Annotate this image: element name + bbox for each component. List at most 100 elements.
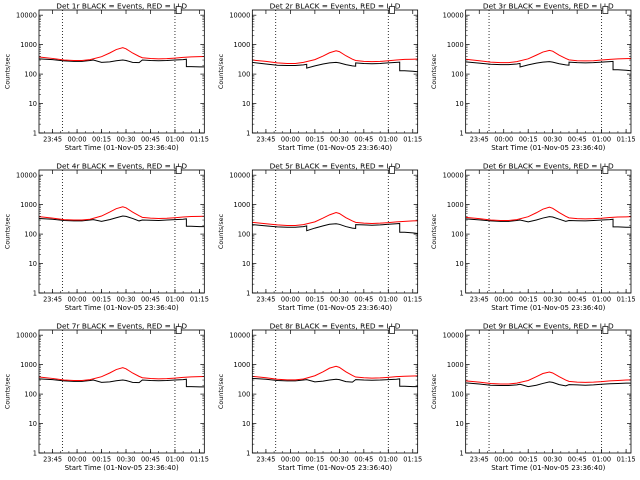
x-tick-label: 01:00: [165, 456, 184, 464]
series-events-line: [465, 216, 631, 228]
y-tick-label: 1: [246, 289, 250, 297]
x-tick-label: 23:45: [43, 456, 62, 464]
x-tick-label: 00:45: [354, 456, 373, 464]
x-tick-label: 23:45: [470, 456, 489, 464]
y-axis-label: Counts/sec: [4, 53, 12, 89]
chart-panel-8: Det 8r BLACK = Events, RED = LLD 1 10 100 10…: [217, 322, 422, 473]
series-lld-line: [38, 206, 205, 221]
x-tick-label: 01:00: [592, 456, 611, 464]
y-tick-label: 100: [24, 390, 37, 398]
chart-panel-1: Det 1r BLACK = Events, RED = LLD 1 10 100 10…: [4, 2, 209, 153]
frame-marker: [389, 6, 395, 14]
x-tick-label: 00:30: [117, 456, 136, 464]
y-tick-label: 1000: [447, 361, 464, 369]
y-axis-label: Counts/sec: [217, 53, 225, 89]
y-tick-label: 10000: [229, 12, 250, 20]
x-tick-label: 01:00: [592, 136, 611, 144]
y-tick-label: 100: [238, 230, 251, 238]
x-tick-label: 00:00: [494, 296, 513, 304]
x-tick-label: 00:45: [354, 296, 373, 304]
x-axis-label: Start Time (01-Nov-05 23:36:40): [278, 464, 392, 472]
x-tick-label: 00:45: [141, 456, 160, 464]
series-lld-line: [465, 371, 632, 385]
chart-title: Det 7r BLACK = Events, RED = LLD: [56, 322, 187, 331]
frame-marker: [602, 326, 609, 334]
frame-marker: [602, 166, 609, 174]
plot-frame: [465, 329, 632, 454]
x-tick-label: 01:15: [403, 456, 422, 464]
x-tick-label: 01:15: [617, 456, 636, 464]
y-tick-label: 1: [33, 449, 37, 457]
y-tick-label: 10: [242, 420, 250, 428]
series-events-line: [252, 222, 418, 234]
y-tick-label: 10: [455, 420, 463, 428]
y-tick-label: 1000: [20, 361, 37, 369]
x-tick-label: 00:00: [68, 456, 87, 464]
y-tick-label: 1000: [234, 361, 251, 369]
x-axis-label: Start Time (01-Nov-05 23:36:40): [65, 464, 179, 472]
x-tick-label: 00:15: [92, 456, 111, 464]
x-tick-label: 00:15: [92, 296, 111, 304]
x-tick-label: 01:15: [617, 136, 636, 144]
y-tick-label: 10000: [16, 12, 37, 20]
y-tick-label: 10000: [16, 172, 37, 180]
series-events-line: [252, 377, 418, 388]
y-axis-label: Counts/sec: [4, 373, 12, 409]
x-tick-label: 00:15: [305, 296, 324, 304]
chart-panel-7: Det 7r BLACK = Events, RED = LLD 1 10 100 10…: [4, 322, 209, 473]
x-tick-label: 00:30: [330, 456, 349, 464]
series-events-line: [465, 60, 632, 72]
y-tick-label: 10000: [229, 332, 250, 340]
series-events-line: [465, 381, 631, 388]
chart-title: Det 9r BLACK = Events, RED = LLD: [483, 322, 614, 331]
chart-title: Det 8r BLACK = Events, RED = LLD: [270, 322, 401, 331]
x-tick-label: 01:00: [165, 136, 184, 144]
x-tick-label: 01:15: [403, 136, 422, 144]
y-tick-label: 100: [451, 230, 464, 238]
x-tick-label: 00:15: [92, 136, 111, 144]
y-tick-label: 1000: [234, 201, 251, 209]
y-tick-label: 10000: [16, 332, 37, 340]
x-tick-label: 01:15: [190, 456, 209, 464]
x-tick-label: 01:00: [379, 456, 398, 464]
x-tick-label: 00:00: [281, 136, 300, 144]
x-tick-label: 00:45: [568, 456, 587, 464]
x-tick-label: 23:45: [256, 136, 275, 144]
y-tick-label: 100: [24, 230, 37, 238]
x-tick-label: 00:15: [305, 136, 324, 144]
chart-title: Det 4r BLACK = Events, RED = LLD: [56, 162, 187, 171]
x-tick-label: 01:15: [403, 296, 422, 304]
x-tick-label: 23:45: [470, 296, 489, 304]
x-tick-label: 00:30: [117, 136, 136, 144]
y-tick-label: 1: [246, 129, 250, 137]
y-axis-label: Counts/sec: [4, 213, 12, 249]
x-tick-label: 01:15: [190, 296, 209, 304]
x-tick-label: 23:45: [470, 136, 489, 144]
x-tick-label: 23:45: [43, 296, 62, 304]
x-tick-label: 23:45: [256, 456, 275, 464]
x-tick-label: 00:15: [305, 456, 324, 464]
chart-panel-9: Det 9r BLACK = Events, RED = LLD 1 10 100 10…: [430, 322, 635, 473]
y-tick-label: 1: [459, 449, 463, 457]
x-tick-label: 00:30: [543, 136, 562, 144]
chart-title: Det 2r BLACK = Events, RED = LLD: [270, 2, 401, 11]
plot-frame: [38, 9, 205, 134]
plot-frame: [251, 329, 419, 454]
plot-frame: [38, 329, 205, 454]
chart-panel-2: Det 2r BLACK = Events, RED = LLD 1 10 100 10…: [217, 2, 422, 153]
chart-panel-4: Det 4r BLACK = Events, RED = LLD 1 10 100 10…: [4, 162, 209, 313]
series-events-line: [38, 58, 205, 68]
chart-title: Det 5r BLACK = Events, RED = LLD: [270, 162, 401, 171]
y-tick-label: 1: [459, 129, 463, 137]
y-tick-label: 100: [451, 390, 464, 398]
y-tick-label: 10: [455, 260, 463, 268]
y-axis-label: Counts/sec: [430, 373, 438, 409]
x-axis-label: Start Time (01-Nov-05 23:36:40): [278, 304, 392, 312]
x-tick-label: 00:00: [281, 456, 300, 464]
chart-panel-6: Det 6r BLACK = Events, RED = LLD 1 10 100 10…: [430, 162, 635, 313]
x-tick-label: 00:30: [330, 296, 349, 304]
x-tick-label: 00:00: [68, 296, 87, 304]
x-tick-label: 00:30: [543, 456, 562, 464]
x-tick-label: 00:00: [494, 456, 513, 464]
